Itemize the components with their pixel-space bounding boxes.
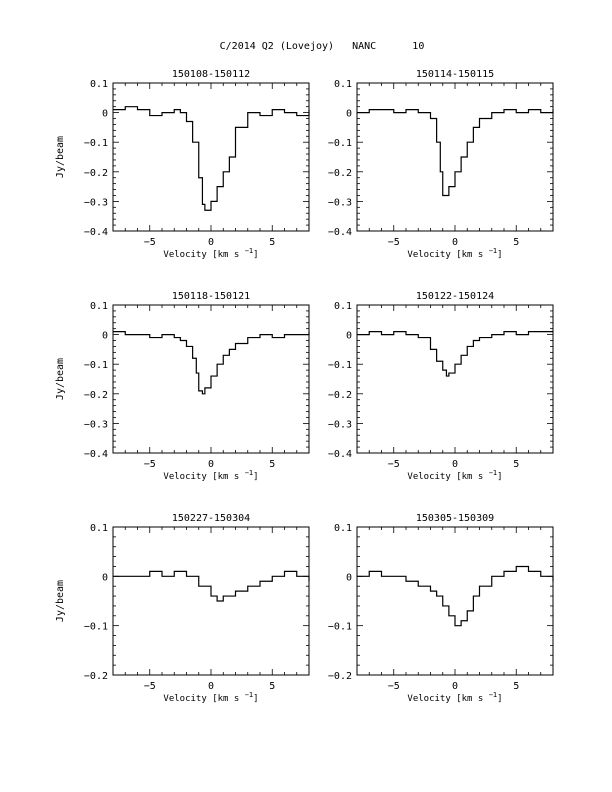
x-axis-label: Velocity [km s −1] [407, 247, 502, 260]
chart-panel-3: −5 0 5 0.1 0 −0.1 −0.2 −0.3 −0.4 150118-150121 Vel… [55, 291, 310, 482]
chart-panel-6: −5 0 5 0.1 0 −0.1 −0.2 150305-150309 Velocity [k… [328, 513, 554, 704]
y-axis-label: Jy/beam [55, 136, 66, 178]
x-tick-label: −5 [144, 681, 156, 692]
y-tick-label: −0.1 [84, 360, 108, 371]
x-axis-label: Velocity [km s −1] [407, 469, 502, 482]
y-tick-label: 0.1 [334, 523, 352, 534]
y-tick-label: 0 [346, 109, 352, 120]
spectrum-line [357, 565, 554, 627]
y-tick-label: −0.3 [84, 419, 108, 430]
y-tick-label: −0.1 [84, 138, 108, 149]
spectrum-line [113, 106, 310, 211]
y-tick-label: −0.1 [328, 138, 352, 149]
y-tick-label: 0 [346, 572, 352, 583]
x-axis-label: Velocity [km s −1] [163, 469, 258, 482]
y-tick-label: 0.1 [334, 79, 352, 90]
y-tick-label: −0.4 [84, 227, 108, 238]
x-axis-label: Velocity [km s −1] [407, 691, 502, 704]
x-tick-label: 0 [208, 459, 214, 470]
y-tick-label: −0.3 [84, 197, 108, 208]
spectrum-line [113, 570, 310, 602]
spectrum-line [113, 331, 310, 395]
x-tick-label: −5 [144, 459, 156, 470]
y-tick-label: −0.2 [328, 671, 352, 682]
x-tick-label: 0 [208, 237, 214, 248]
panel-title: 150118-150121 [172, 291, 250, 302]
panel-title: 150305-150309 [416, 513, 494, 524]
y-tick-label: −0.2 [84, 390, 108, 401]
y-tick-label: −0.1 [328, 622, 352, 633]
panel-title: 150108-150112 [172, 69, 250, 80]
x-tick-label: −5 [388, 681, 400, 692]
x-tick-label: 5 [269, 459, 275, 470]
plot-frame [112, 526, 310, 676]
y-tick-label: 0 [346, 331, 352, 342]
spectrum-line [357, 331, 553, 377]
x-tick-label: 0 [452, 237, 458, 248]
y-tick-label: −0.2 [84, 671, 108, 682]
spectrum-line [357, 109, 554, 197]
chart-panel-2: −5 0 5 0.1 0 −0.1 −0.2 −0.3 −0.4 150114-150115 Vel… [328, 69, 554, 260]
panel-title: 150114-150115 [416, 69, 494, 80]
y-tick-label: 0.1 [90, 79, 108, 90]
x-axis-label: Velocity [km s −1] [163, 247, 258, 260]
x-tick-label: 0 [452, 681, 458, 692]
figure-title: C/2014 Q2 (Lovejoy) NANC 10 [220, 41, 425, 52]
y-tick-label: −0.4 [328, 227, 352, 238]
x-tick-label: 5 [269, 681, 275, 692]
y-tick-label: −0.3 [328, 419, 352, 430]
x-tick-label: 5 [269, 237, 275, 248]
x-tick-label: −5 [388, 237, 400, 248]
y-tick-label: 0.1 [334, 301, 352, 312]
y-tick-label: −0.4 [328, 449, 352, 460]
y-axis-label: Jy/beam [55, 358, 66, 400]
x-tick-label: −5 [144, 237, 156, 248]
plot-frame [356, 82, 554, 232]
y-tick-label: 0 [102, 572, 108, 583]
plot-frame [356, 526, 554, 676]
panel-title: 150122-150124 [416, 291, 494, 302]
y-tick-label: 0.1 [90, 301, 108, 312]
panel-title: 150227-150304 [172, 513, 250, 524]
chart-panel-5: −5 0 5 0.1 0 −0.1 −0.2 150227-150304 Velocity [k… [55, 513, 310, 704]
y-axis-label: Jy/beam [55, 580, 66, 622]
plot-frame [356, 304, 554, 454]
x-tick-label: 5 [513, 459, 519, 470]
y-tick-label: −0.1 [84, 622, 108, 633]
chart-panel-1: −5 0 5 0.1 0 −0.1 −0.2 −0.3 −0.4 150108-150112 Vel… [55, 69, 310, 260]
y-tick-label: 0.1 [90, 523, 108, 534]
y-tick-label: −0.2 [328, 168, 352, 179]
x-axis-label: Velocity [km s −1] [163, 691, 258, 704]
x-tick-label: −5 [388, 459, 400, 470]
x-tick-label: 0 [452, 459, 458, 470]
y-tick-label: 0 [102, 109, 108, 120]
x-tick-label: 0 [208, 681, 214, 692]
y-tick-label: −0.4 [84, 449, 108, 460]
y-tick-label: 0 [102, 331, 108, 342]
y-tick-label: −0.3 [328, 197, 352, 208]
y-tick-label: −0.2 [84, 168, 108, 179]
x-tick-label: 5 [513, 237, 519, 248]
x-tick-label: 5 [513, 681, 519, 692]
y-tick-label: −0.1 [328, 360, 352, 371]
chart-panel-4: −5 0 5 0.1 0 −0.1 −0.2 −0.3 −0.4 150122-150124 Vel… [328, 291, 554, 482]
panels-group: −5 0 5 0.1 0 −0.1 −0.2 −0.3 −0.4 150108-150112 Vel… [55, 69, 554, 704]
y-tick-label: −0.2 [328, 390, 352, 401]
